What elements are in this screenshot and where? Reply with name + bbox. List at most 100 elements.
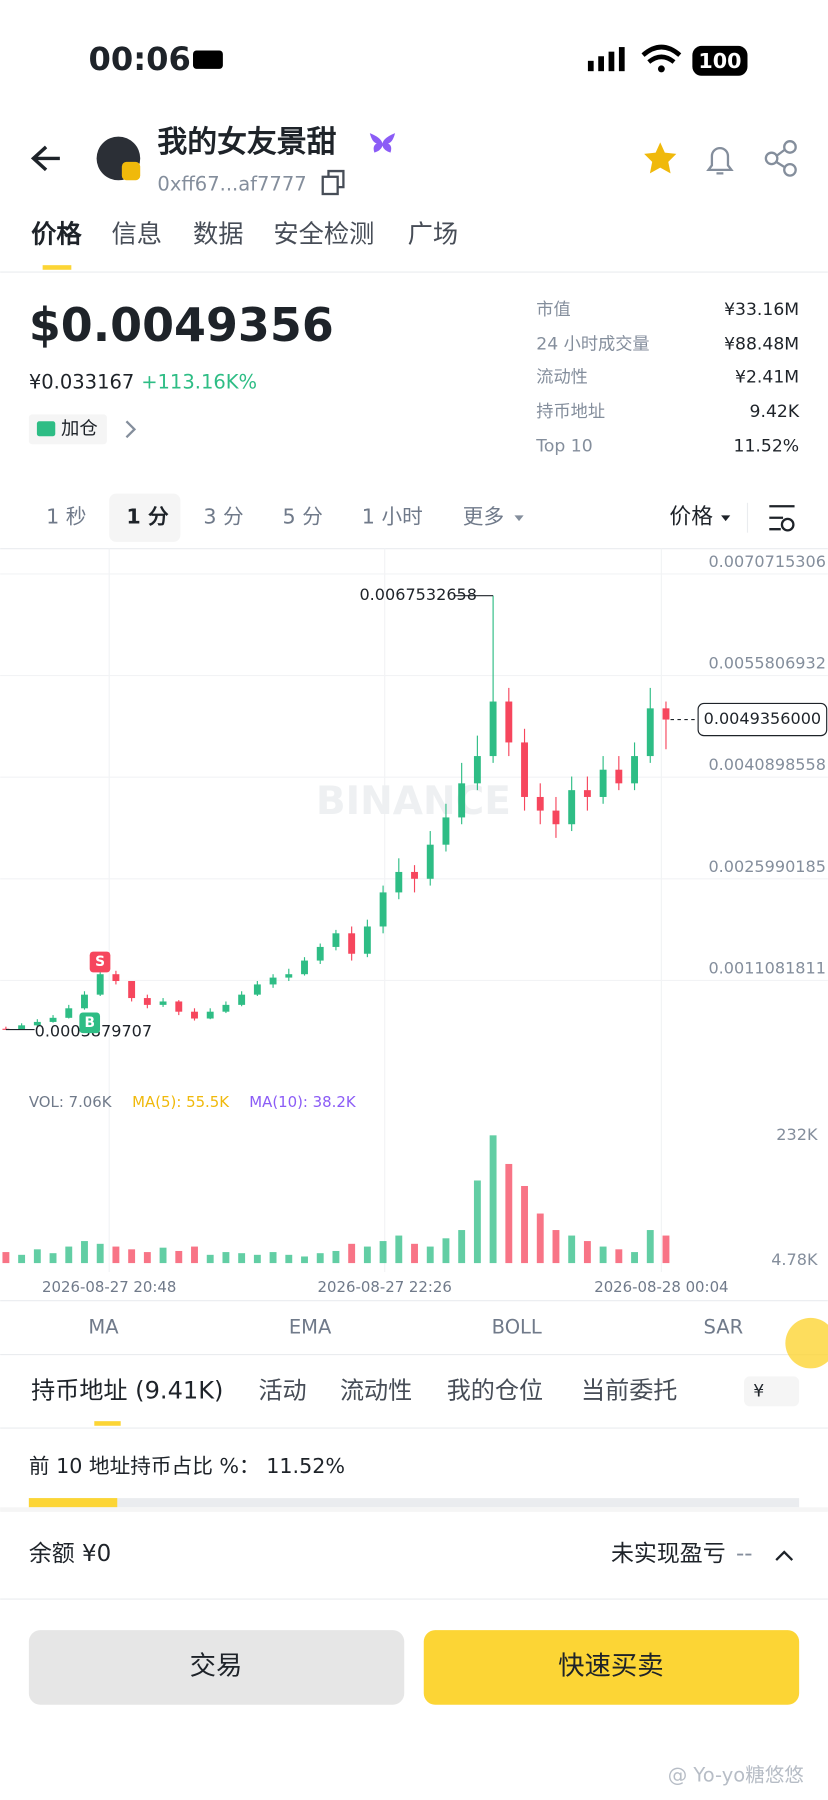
tab[interactable]: 价格 (31, 219, 82, 248)
candle-body (568, 790, 576, 825)
interval[interactable]: 1 小时 (362, 505, 423, 529)
candle-body (631, 756, 638, 784)
candle-body (599, 769, 607, 797)
wifi-dot (657, 65, 665, 73)
holder-tab[interactable]: 流动性 (340, 1376, 412, 1404)
trade-button[interactable]: 交易 (190, 1650, 243, 1681)
indicator[interactable]: SAR (704, 1316, 744, 1339)
stat-label: Top 10 (535, 437, 592, 457)
holder-tab[interactable]: 当前委托 (581, 1376, 677, 1404)
dropdown-caret (721, 515, 731, 522)
volume-bar (363, 1246, 371, 1264)
chart-settings[interactable] (769, 505, 795, 532)
candle-body (33, 1021, 41, 1026)
add-icon (36, 421, 56, 437)
indicator[interactable]: BOLL (492, 1316, 542, 1339)
stat-label: 市值 (536, 300, 570, 320)
butterfly-icon (369, 133, 396, 153)
interval[interactable]: 5 分 (283, 505, 323, 529)
quick-trade-button-bg[interactable] (423, 1630, 800, 1705)
indicator[interactable]: EMA (289, 1316, 332, 1339)
volume-bar (662, 1235, 670, 1264)
volume-bar (65, 1246, 73, 1264)
tab-indicator (42, 265, 72, 270)
back-button[interactable] (30, 145, 60, 172)
volume-bar (81, 1241, 88, 1264)
price-change: +113.16K% (141, 370, 257, 393)
x-tick-label: 2026-08-28 00:04 (594, 1278, 728, 1296)
candle-body (442, 817, 450, 845)
price-cny: ¥0.033167 +113.16K% (29, 370, 257, 393)
y-tick-label: 0.0040898558 (708, 755, 826, 774)
tab[interactable]: 安全检测 (273, 219, 374, 248)
volume-bar (159, 1247, 167, 1264)
volume-bar (316, 1253, 324, 1264)
volume-legend: VOL: 7.06K (29, 1093, 113, 1111)
floating-assistant[interactable] (785, 1317, 828, 1369)
indicator[interactable]: MA (88, 1316, 119, 1339)
volume-legend: MA(10): 38.2K (249, 1093, 357, 1111)
volume-bar (49, 1253, 57, 1264)
tab[interactable]: 广场 (408, 219, 459, 248)
stat-label: 24 小时成交量 (536, 334, 649, 354)
candle-body (646, 708, 654, 757)
volume-bar (112, 1246, 120, 1264)
candle-body (458, 783, 466, 818)
section-gap (0, 1507, 828, 1512)
price-usd: $0.0049356 (29, 298, 334, 352)
alert-bell[interactable] (706, 147, 734, 175)
volume-bar (191, 1246, 198, 1264)
wifi-icon (641, 44, 682, 64)
dropdown-caret (514, 515, 524, 522)
candle-body (269, 977, 277, 985)
y-tick-label: 0.0025990185 (708, 857, 826, 876)
add-button[interactable]: 加仓 (61, 418, 98, 439)
progress-fill (28, 1498, 118, 1508)
tab[interactable]: 数据 (193, 219, 244, 248)
volume-legend: MA(5): 55.5K (132, 1093, 230, 1111)
volume-bar (583, 1241, 591, 1264)
quick-trade-button[interactable]: 快速买卖 (558, 1650, 664, 1681)
price-selector[interactable]: 价格 (669, 505, 713, 530)
candle-body (552, 810, 560, 825)
x-tick-label: 2026-08-27 22:26 (318, 1278, 452, 1296)
holder-tab[interactable]: 活动 (258, 1376, 306, 1404)
stat-label: 持币地址 (536, 402, 605, 422)
holder-tab[interactable]: 我的仓位 (447, 1376, 543, 1404)
volume-bar (442, 1238, 450, 1264)
favorite-star[interactable] (644, 142, 677, 174)
candle-body (379, 892, 387, 927)
tab[interactable]: 信息 (112, 219, 163, 248)
y-tick-label: 0.0070715306 (708, 552, 826, 571)
status-time: 00:06 (89, 40, 191, 78)
trade-button-bg[interactable] (28, 1630, 405, 1705)
volume-bar (379, 1241, 387, 1264)
copy-icon[interactable] (321, 169, 345, 196)
currency: ¥ (753, 1381, 764, 1401)
candle-body (583, 790, 591, 797)
volume-bar (128, 1249, 136, 1264)
pnl: -- (736, 1541, 753, 1567)
holder-tab[interactable]: 持币地址 (9.41K) (31, 1376, 223, 1404)
interval[interactable]: 3 分 (203, 505, 243, 529)
sell-marker-bg (89, 951, 111, 973)
interval[interactable]: 1 秒 (46, 505, 86, 529)
signal-icon (587, 47, 625, 72)
candle-body (285, 974, 293, 978)
currency-toggle[interactable] (744, 1376, 800, 1407)
interval[interactable]: 1 分 (126, 505, 169, 529)
candle-body (206, 1011, 214, 1019)
candle-body (65, 1008, 73, 1018)
candle-body (395, 871, 403, 893)
interval[interactable]: 更多 (463, 505, 504, 529)
battery-level: 100 (698, 49, 741, 73)
candle-body (348, 933, 356, 954)
candle-body (301, 960, 308, 975)
volume-bar (33, 1249, 41, 1264)
volume-bar (615, 1249, 623, 1264)
candle-body (81, 994, 88, 1009)
volume-bar (458, 1230, 466, 1264)
share-icon[interactable] (764, 140, 797, 177)
expand-toggle[interactable] (775, 1550, 794, 1561)
buy-marker: B (84, 1015, 95, 1031)
